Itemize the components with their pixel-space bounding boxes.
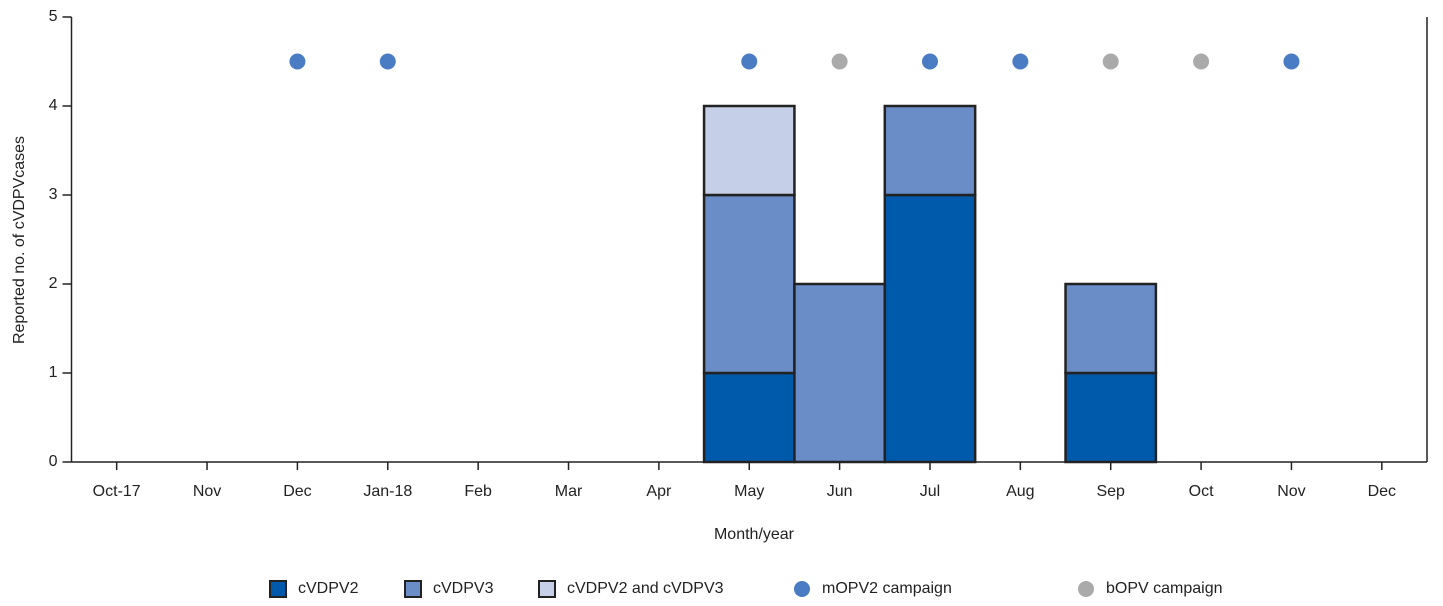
x-tick-label: Jul xyxy=(920,483,940,500)
bar-segment xyxy=(702,193,796,375)
x-tick-label: Jun xyxy=(827,483,853,500)
legend-label: bOPV campaign xyxy=(1106,580,1223,597)
x-tick-label: Feb xyxy=(464,483,492,500)
y-tick-label: 5 xyxy=(49,8,58,25)
legend-label: mOPV2 campaign xyxy=(822,580,952,597)
legend-label: cVDPV2 xyxy=(298,580,359,597)
x-tick-label: Dec xyxy=(283,483,311,500)
bar-segment xyxy=(702,104,796,197)
legend-swatch xyxy=(1078,581,1094,597)
legend-swatch xyxy=(404,580,422,598)
bar-segment xyxy=(702,371,796,464)
campaign-dot xyxy=(289,53,306,70)
campaign-dot xyxy=(831,53,848,70)
x-tick-label: Mar xyxy=(555,483,583,500)
x-tick-label: Oct xyxy=(1189,483,1214,500)
campaign-dot xyxy=(1102,53,1119,70)
campaign-dot xyxy=(1283,53,1300,70)
x-tick-label: May xyxy=(734,483,764,500)
campaign-dot xyxy=(1193,53,1210,70)
x-axis-label: Month/year xyxy=(714,526,795,543)
y-tick-label: 2 xyxy=(49,275,58,292)
y-tick-label: 1 xyxy=(49,364,58,381)
bar-segment xyxy=(883,193,977,464)
legend-swatch xyxy=(269,580,287,598)
bar-segment xyxy=(793,282,887,464)
legend-label: cVDPV2 and cVDPV3 xyxy=(567,580,724,597)
x-tick-label: Nov xyxy=(1277,483,1305,500)
campaign-dot xyxy=(379,53,396,70)
y-tick-label: 3 xyxy=(49,186,58,203)
bar-segment xyxy=(1064,371,1158,464)
x-tick-label: Jan-18 xyxy=(363,483,412,500)
y-axis-label: Reported no. of cVDPVcases xyxy=(11,136,28,344)
campaign-dot xyxy=(921,53,938,70)
x-tick-label: Dec xyxy=(1368,483,1396,500)
legend-label: cVDPV3 xyxy=(433,580,494,597)
x-tick-label: Sep xyxy=(1096,483,1125,500)
y-tick-label: 4 xyxy=(49,97,58,114)
x-tick-label: Oct-17 xyxy=(93,483,141,500)
campaign-dot xyxy=(1012,53,1029,70)
x-tick-label: Aug xyxy=(1006,483,1034,500)
bar-segment xyxy=(1064,282,1158,375)
campaign-dot xyxy=(741,53,758,70)
bar-segment xyxy=(883,104,977,197)
legend-swatch xyxy=(794,581,810,597)
y-tick-label: 0 xyxy=(49,453,58,470)
x-tick-label: Apr xyxy=(646,483,672,500)
x-tick-label: Nov xyxy=(193,483,221,500)
legend-swatch xyxy=(538,580,556,598)
